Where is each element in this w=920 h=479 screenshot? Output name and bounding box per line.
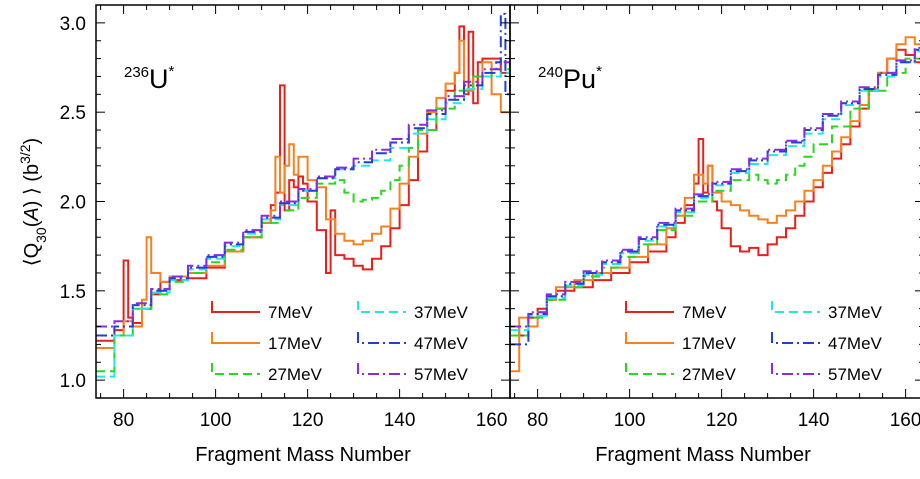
y-title-part: ⟨Q — [21, 243, 43, 266]
nucleus-star: * — [596, 63, 602, 80]
y-title-part: ( — [21, 220, 43, 227]
panel-right: 80 100 120 140 160 Fragment Mass Number 240Pu*… — [509, 4, 920, 466]
legend-swatch-37mev — [357, 301, 406, 313]
y-title-var: A — [21, 207, 43, 221]
x-tick-label: 100 — [614, 410, 646, 431]
y-title-part: ) ⟩ (b — [21, 164, 43, 207]
legend-label-37mev: 37MeV — [828, 303, 883, 322]
legend-swatch-7mev — [211, 301, 260, 313]
legend-swatch-17mev — [211, 332, 260, 344]
legend: 7MeV 17MeV 27MeV 37MeV 47MeV 57MeV — [211, 301, 469, 384]
nucleus-label: 236U* — [124, 63, 175, 94]
x-tick-label: 140 — [798, 410, 830, 431]
legend-swatch-27mev — [625, 363, 674, 375]
series-group — [96, 12, 510, 378]
legend-label-17mev: 17MeV — [268, 334, 323, 353]
nucleus-label: 240Pu* — [538, 63, 602, 94]
y-title-sub: 30 — [33, 227, 49, 243]
series-line-37mev — [510, 50, 920, 332]
series-line-27mev — [96, 68, 510, 373]
legend-label-57mev: 57MeV — [828, 365, 883, 384]
x-tick-label: 160 — [476, 410, 508, 431]
nucleus-symbol: Pu — [563, 64, 596, 94]
y-title-part: ) — [21, 138, 43, 145]
nucleus-mass: 236 — [124, 64, 149, 81]
series-line-27mev — [510, 57, 920, 337]
legend-label-47mev: 47MeV — [828, 334, 883, 353]
x-tick-label: 140 — [384, 410, 416, 431]
y-tick-label: 1.0 — [60, 371, 86, 392]
legend-swatch-27mev — [211, 363, 260, 375]
y-axis-title: ⟨Q30(A) ⟩ (b3/2) — [17, 138, 49, 266]
series-line-17mev — [510, 36, 920, 373]
series-line-57mev — [96, 61, 510, 328]
series-line-47mev — [96, 12, 510, 337]
y-tick-label: 3.0 — [60, 14, 86, 35]
y-tick-label: 2.0 — [60, 193, 86, 214]
legend-swatch-37mev — [771, 301, 820, 313]
x-tick-label: 80 — [527, 410, 548, 431]
legend-label-57mev: 57MeV — [414, 365, 469, 384]
legend-swatch-47mev — [357, 332, 406, 344]
x-axis-title: Fragment Mass Number — [195, 444, 411, 466]
legend-label-27mev: 27MeV — [682, 365, 737, 384]
series-line-57mev — [510, 46, 920, 328]
panel-left: 80 100 120 140 160 1.0 1.5 2.0 2.5 3.0 Fragment Ma… — [60, 4, 511, 466]
nucleus-symbol: U — [149, 64, 169, 94]
x-tick-label: 120 — [292, 410, 324, 431]
legend-label-17mev: 17MeV — [682, 334, 737, 353]
legend-label-37mev: 37MeV — [414, 303, 469, 322]
x-tick-label: 100 — [200, 410, 232, 431]
legend-swatch-17mev — [625, 332, 674, 344]
legend-label-27mev: 27MeV — [268, 365, 323, 384]
nucleus-mass: 240 — [538, 64, 563, 81]
legend-label-7mev: 7MeV — [682, 303, 727, 322]
legend-label-47mev: 47MeV — [414, 334, 469, 353]
legend-swatch-57mev — [771, 363, 820, 375]
x-tick-label: 120 — [706, 410, 738, 431]
x-tick-label: 80 — [113, 410, 134, 431]
series-line-37mev — [96, 71, 510, 378]
legend-swatch-47mev — [771, 332, 820, 344]
nucleus-star: * — [169, 63, 175, 80]
legend-label-7mev: 7MeV — [268, 303, 313, 322]
legend: 7MeV 17MeV 27MeV 37MeV 47MeV 57MeV — [625, 301, 883, 384]
y-tick-label: 2.5 — [60, 103, 86, 124]
legend-swatch-57mev — [357, 363, 406, 375]
series-line-47mev — [510, 48, 920, 346]
legend-swatch-7mev — [625, 301, 674, 313]
y-tick-label: 1.5 — [60, 282, 86, 303]
x-tick-label: 160 — [890, 410, 920, 431]
series-group — [510, 36, 920, 373]
y-title-sup: 3/2 — [17, 144, 33, 164]
x-axis-title: Fragment Mass Number — [595, 444, 811, 466]
